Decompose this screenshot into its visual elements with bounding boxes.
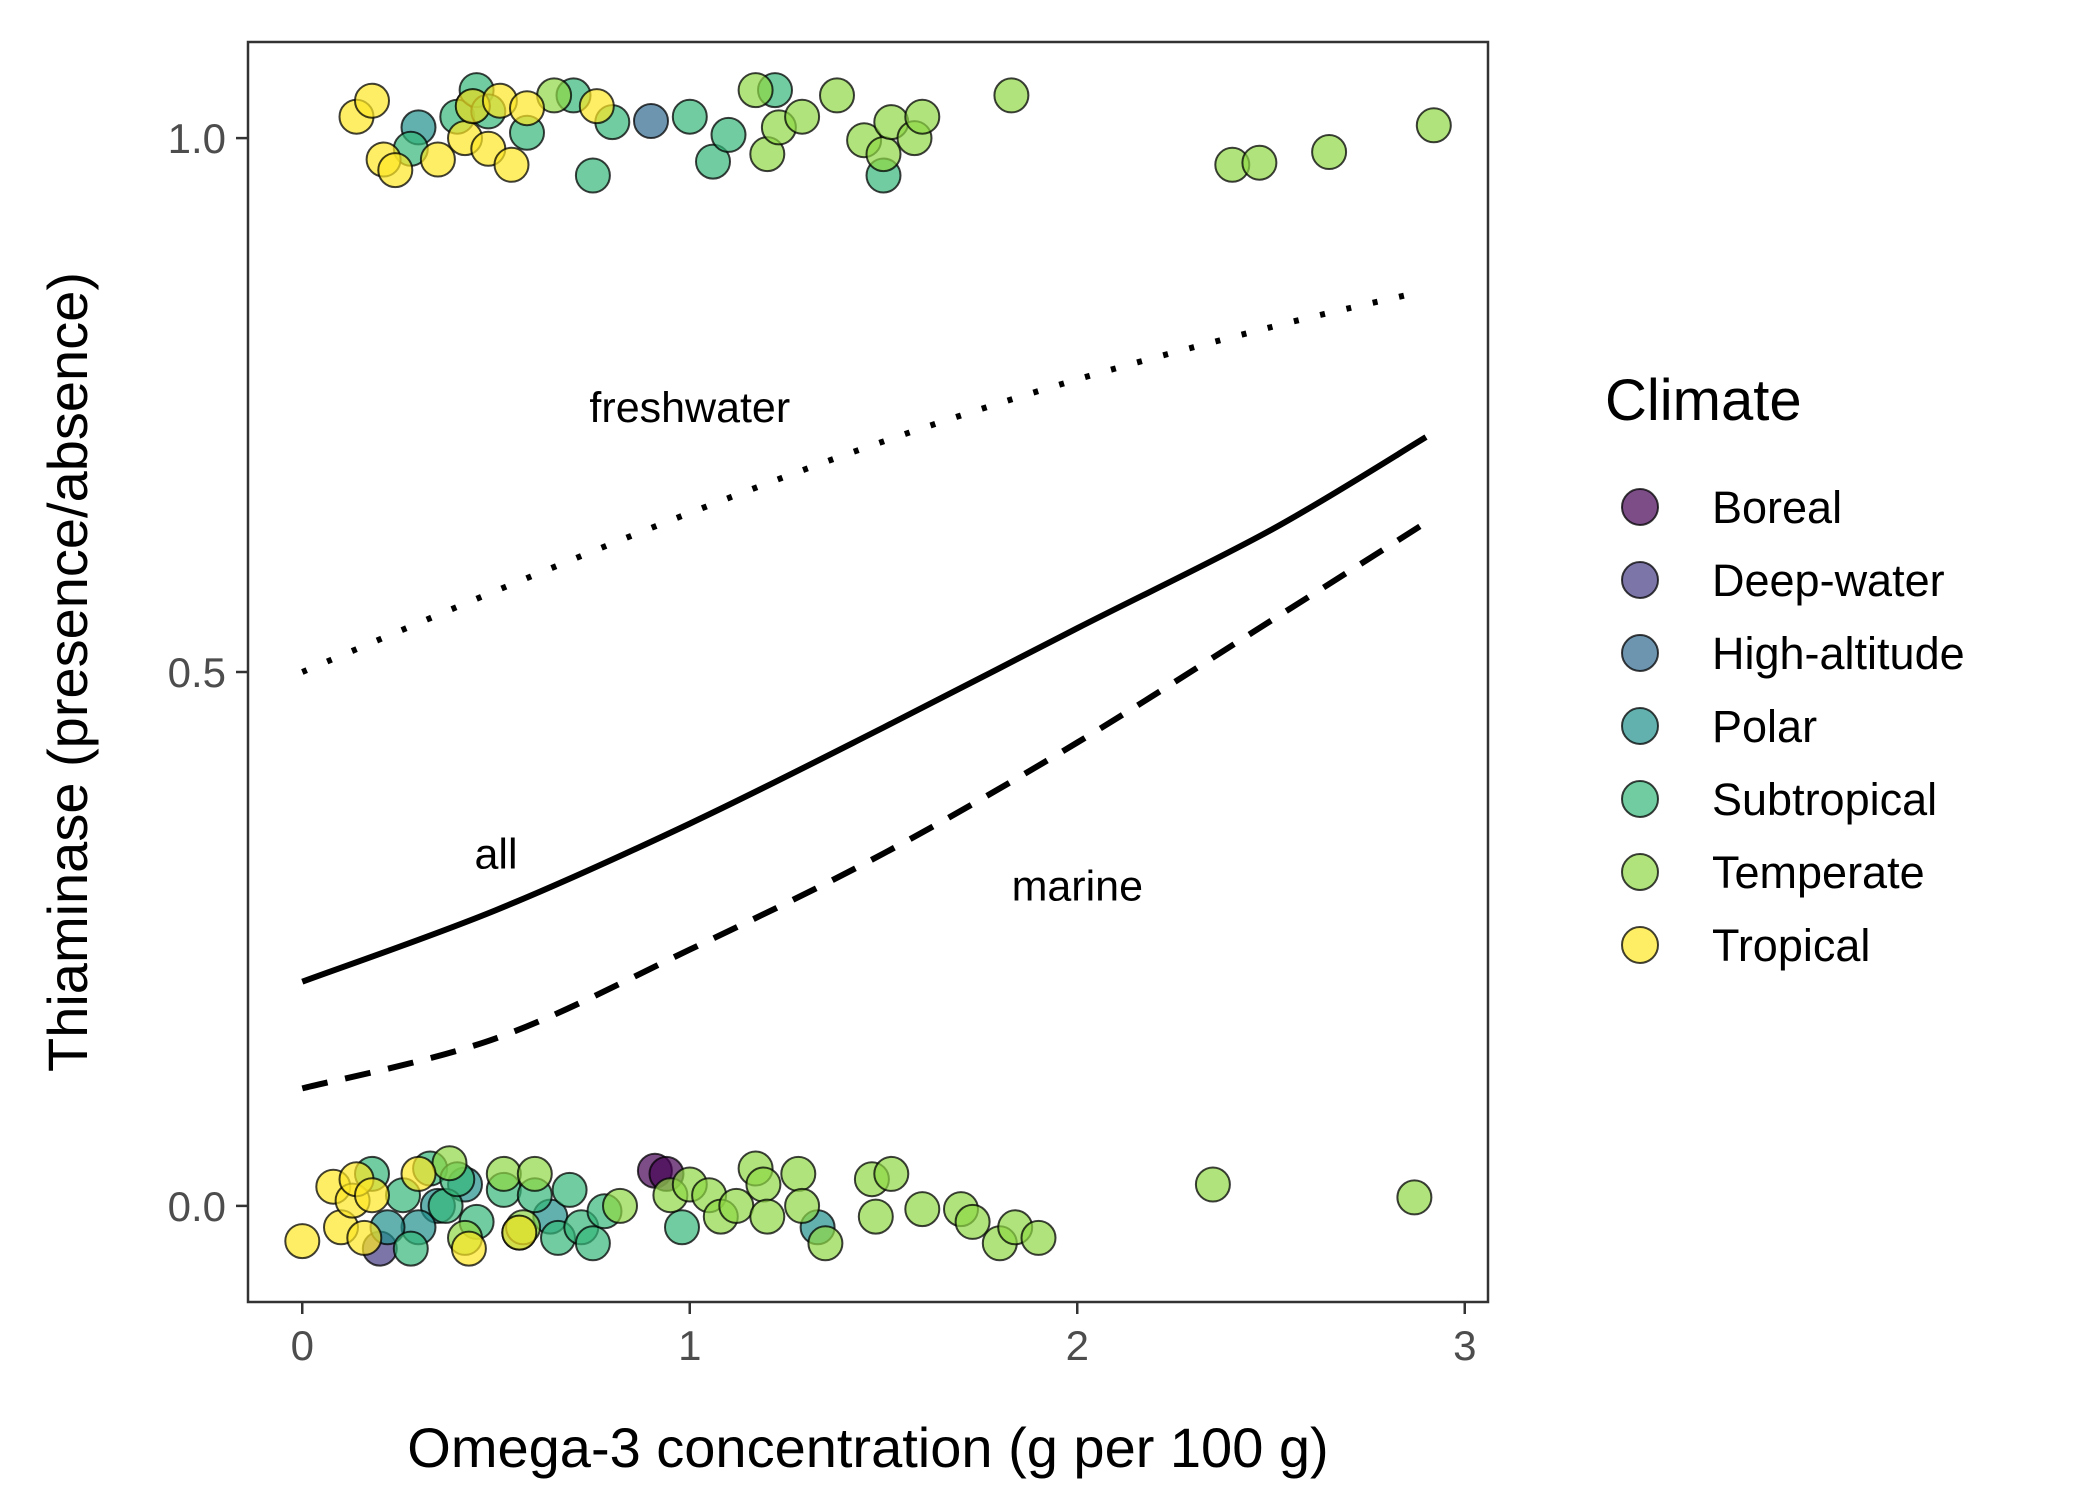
x-tick-label: 2	[1066, 1322, 1089, 1369]
data-point	[873, 1155, 910, 1192]
data-point	[284, 1223, 321, 1260]
data-point	[664, 1209, 700, 1246]
x-tick-label: 1	[678, 1322, 701, 1369]
data-point	[749, 1198, 786, 1235]
y-axis-title: Thiaminase (presence/absence)	[36, 272, 99, 1072]
legend-label: Boreal	[1712, 482, 1842, 533]
data-point	[710, 116, 747, 153]
x-tick-label: 3	[1453, 1322, 1476, 1369]
data-point	[602, 1187, 638, 1224]
data-point	[807, 1225, 844, 1262]
data-point	[431, 1145, 468, 1182]
points-layer	[284, 72, 1452, 1267]
legend-items: Boreal Deep-water High-altitude Polar Subtro…	[1621, 482, 1965, 971]
legend-label: Subtropical	[1712, 774, 1937, 825]
x-axis-title: Omega-3 concentration (g per 100 g)	[407, 1416, 1328, 1479]
data-point	[1396, 1179, 1433, 1216]
x-tick-label: 0	[291, 1322, 314, 1369]
legend-label: Temperate	[1712, 847, 1925, 898]
data-point	[737, 72, 774, 109]
curve-marine	[301, 519, 1428, 1092]
y-axis: 0.0 0.5 1.0	[168, 115, 248, 1230]
data-point	[485, 1155, 522, 1192]
data-point	[865, 136, 902, 173]
data-point	[819, 77, 855, 114]
legend-key	[1621, 634, 1659, 672]
plot-panel	[248, 42, 1488, 1302]
data-point	[1020, 1219, 1057, 1256]
data-point	[377, 152, 414, 189]
legend-title: Climate	[1605, 368, 1802, 433]
curves-layer	[301, 292, 1428, 1092]
legend-label: Deep-water	[1712, 555, 1945, 606]
data-point	[1415, 107, 1452, 144]
data-point	[695, 143, 731, 180]
data-point	[904, 98, 941, 135]
annotation-all: all	[474, 831, 517, 879]
data-point	[450, 1230, 487, 1267]
legend-key	[1621, 853, 1659, 891]
data-point	[904, 1191, 941, 1228]
data-point	[993, 77, 1030, 114]
data-point	[1311, 134, 1348, 170]
data-point	[419, 141, 456, 178]
annotation-marine: marine	[1012, 863, 1143, 911]
legend-key	[1621, 561, 1659, 599]
data-point	[784, 98, 821, 135]
data-point	[354, 1177, 390, 1214]
legend-label: Polar	[1712, 701, 1817, 752]
data-point	[509, 90, 545, 127]
data-point	[574, 157, 611, 194]
legend-label: Tropical	[1712, 920, 1870, 971]
legend-label: High-altitude	[1712, 628, 1965, 679]
annotation-layer: freshwater all marine	[474, 384, 1143, 910]
data-point	[745, 1166, 782, 1203]
data-point	[493, 146, 530, 183]
data-point	[671, 98, 708, 135]
data-point	[501, 1214, 538, 1251]
data-point	[780, 1155, 817, 1192]
data-point	[1241, 144, 1278, 181]
legend-key	[1621, 780, 1659, 818]
legend-key	[1621, 707, 1659, 745]
data-point	[551, 1171, 588, 1208]
y-tick-label: 0.5	[168, 649, 226, 696]
data-point	[516, 1155, 553, 1192]
data-point	[1194, 1166, 1231, 1203]
data-point	[954, 1203, 991, 1240]
legend-key	[1621, 926, 1659, 964]
data-point	[354, 82, 390, 119]
x-axis: 0 1 2 3	[291, 1302, 1476, 1369]
annotation-freshwater: freshwater	[589, 384, 790, 432]
data-point	[784, 1187, 821, 1224]
data-point	[857, 1198, 894, 1235]
legend: Climate Boreal Deep-water High-altitude Pol…	[1605, 368, 1965, 971]
y-tick-label: 0.0	[168, 1183, 226, 1230]
data-point	[400, 1155, 437, 1192]
data-point	[574, 1225, 611, 1262]
y-tick-label: 1.0	[168, 115, 226, 162]
data-point	[392, 1230, 429, 1267]
curve-all	[301, 434, 1428, 985]
data-point	[633, 103, 669, 139]
data-point	[346, 1219, 383, 1256]
legend-key	[1621, 488, 1659, 526]
data-point	[578, 88, 615, 125]
